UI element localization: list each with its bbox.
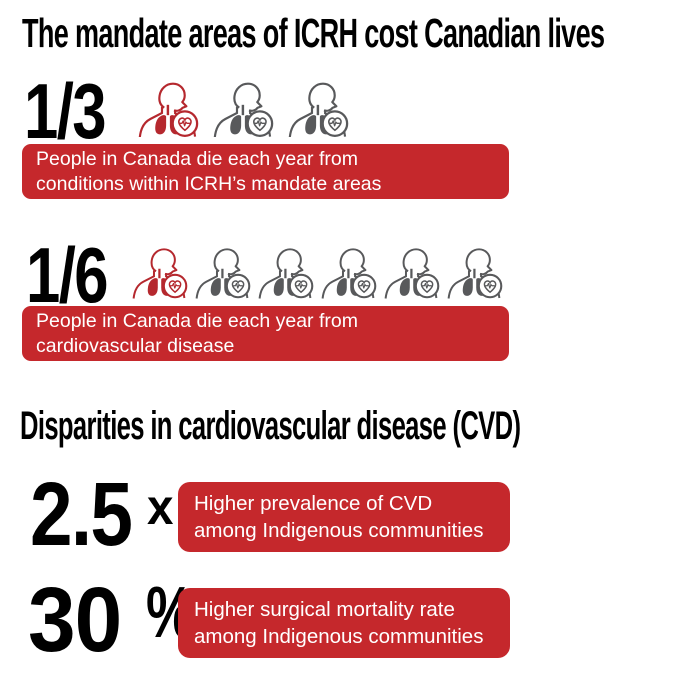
person-lungs-heart-icon (212, 79, 274, 138)
person-lungs-heart-icon (446, 245, 503, 299)
cvd-box-line2: among Indigenous communities (194, 625, 484, 648)
person-lungs-heart-icon (320, 245, 377, 299)
person-lungs-heart-icon (137, 79, 199, 138)
person-lungs-heart-icon (194, 245, 251, 299)
stat-banner-one-third: People in Canada die each year from cond… (22, 144, 509, 199)
stat-value-one-third: 1/3 (24, 67, 107, 155)
stat-unit-times: x (147, 479, 174, 535)
cvd-box-line1: Higher surgical mortality rate (194, 598, 455, 621)
person-lungs-heart-icon (257, 245, 314, 299)
person-icons-row-one-sixth (131, 245, 503, 299)
person-lungs-heart-icon (131, 245, 188, 299)
cvd-box-line2: among Indigenous communities (194, 519, 484, 542)
person-lungs-heart-icon (287, 79, 349, 138)
stat-banner-line2: cardiovascular disease (36, 334, 235, 357)
stat-banner-one-sixth: People in Canada die each year from card… (22, 306, 509, 361)
cvd-mortality-box: Higher surgical mortality rate among Ind… (178, 588, 510, 658)
stat-banner-line1: People in Canada die each year from (36, 147, 358, 170)
stat-value-prevalence: 2.5 (30, 465, 133, 565)
stat-banner-line1: People in Canada die each year from (36, 309, 358, 332)
stat-banner-line2: conditions within ICRH’s mandate areas (36, 172, 382, 195)
cvd-prevalence-box: Higher prevalence of CVD among Indigenou… (178, 482, 510, 552)
stat-value-one-sixth: 1/6 (26, 231, 109, 319)
page-title: The mandate areas of ICRH cost Canadian … (22, 10, 605, 56)
section-title-disparities: Disparities in cardiovascular disease (C… (20, 404, 521, 448)
person-icons-row-one-third (137, 79, 349, 138)
stat-value-mortality: 30 (28, 569, 122, 671)
cvd-box-line1: Higher prevalence of CVD (194, 492, 433, 515)
person-lungs-heart-icon (383, 245, 440, 299)
